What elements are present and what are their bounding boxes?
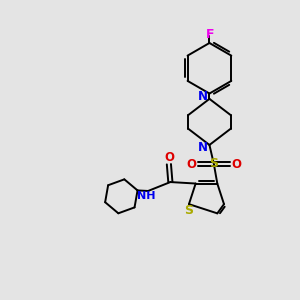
Text: S: S	[184, 204, 193, 217]
Text: O: O	[231, 158, 241, 171]
Text: S: S	[209, 157, 218, 170]
Text: O: O	[164, 151, 174, 164]
Text: N: N	[198, 141, 208, 154]
Text: O: O	[187, 158, 196, 171]
Text: F: F	[206, 28, 214, 41]
Text: NH: NH	[137, 191, 156, 201]
Text: N: N	[198, 90, 208, 103]
